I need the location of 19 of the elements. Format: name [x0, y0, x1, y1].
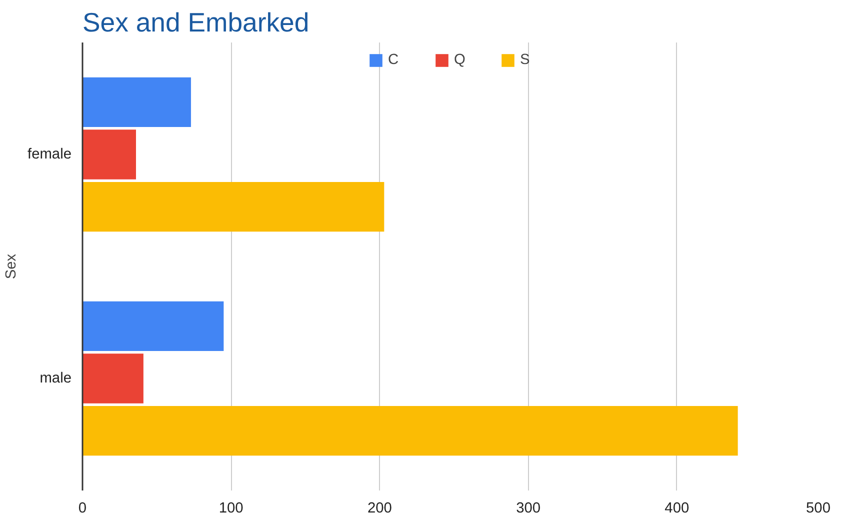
y-axis-title: Sex: [4, 253, 20, 280]
bar: [82, 301, 224, 352]
x-tick-label: 100: [218, 500, 244, 516]
y-tick-label: female: [28, 146, 72, 162]
x-tick-label: 0: [78, 500, 87, 516]
chart-title: Sex and Embarked: [82, 8, 310, 38]
legend-label: S: [520, 52, 531, 68]
bar: [82, 77, 191, 128]
bar: [82, 406, 738, 456]
bar: [82, 130, 136, 180]
y-tick-label: male: [40, 370, 72, 386]
bar: [82, 354, 144, 404]
x-tick-label: 300: [516, 500, 541, 516]
bar: [82, 182, 384, 232]
legend-label: Q: [454, 52, 466, 68]
x-tick-label: 500: [806, 500, 831, 516]
legend-label: C: [388, 52, 400, 68]
x-tick-label: 200: [367, 500, 392, 516]
x-tick-label: 400: [664, 500, 690, 516]
